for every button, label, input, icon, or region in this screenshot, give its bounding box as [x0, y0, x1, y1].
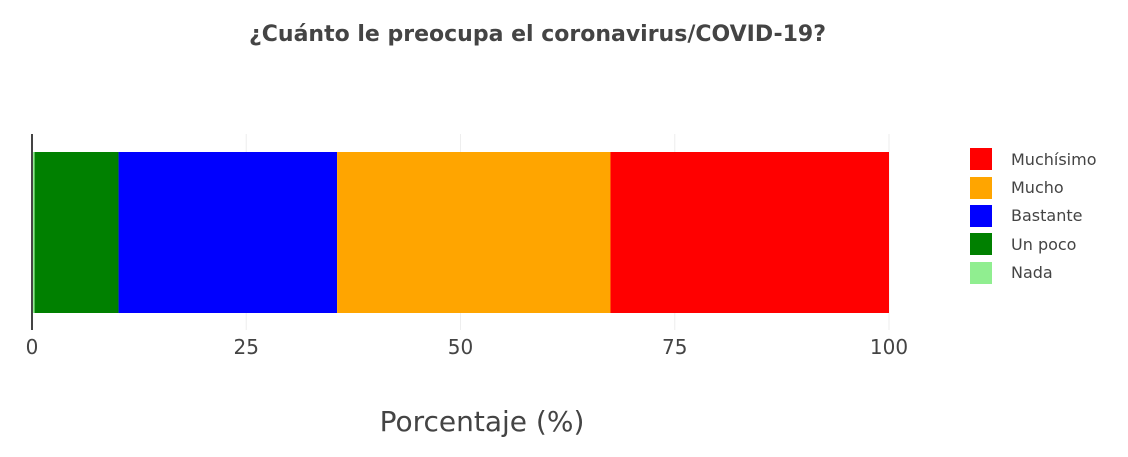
legend-swatch — [970, 148, 992, 171]
legend-label: Nada — [1011, 263, 1053, 283]
bar-segment-nada — [32, 152, 35, 313]
legend-item[interactable]: Un poco — [970, 230, 1096, 258]
legend: Muchísimo Mucho Bastante Un poco Nada — [970, 145, 1096, 287]
bar-segment-un-poco — [34, 152, 119, 313]
legend-swatch — [970, 233, 992, 256]
bar-segment-bastante — [118, 152, 338, 313]
x-tick-label: 25 — [234, 335, 259, 359]
legend-label: Bastante — [1011, 206, 1083, 226]
bar-segment-muchísimo — [610, 152, 889, 313]
x-tick-label: 0 — [26, 335, 39, 359]
x-tick-label: 100 — [870, 335, 908, 359]
legend-swatch — [970, 204, 992, 227]
chart-title: ¿Cuánto le preocupa el coronavirus/COVID… — [249, 22, 826, 47]
legend-item[interactable]: Muchísimo — [970, 145, 1096, 173]
legend-item[interactable]: Bastante — [970, 202, 1096, 230]
legend-label: Un poco — [1011, 234, 1077, 254]
legend-item[interactable]: Mucho — [970, 173, 1096, 201]
bar-segment-mucho — [337, 152, 611, 313]
legend-label: Muchísimo — [1011, 149, 1097, 169]
legend-item[interactable]: Nada — [970, 259, 1096, 287]
x-axis-label: Porcentaje (%) — [379, 405, 585, 438]
x-tick-label: 75 — [662, 335, 687, 359]
legend-label: Mucho — [1011, 178, 1064, 198]
legend-swatch — [970, 176, 992, 199]
x-tick-label: 50 — [448, 335, 473, 359]
legend-swatch — [970, 261, 992, 284]
